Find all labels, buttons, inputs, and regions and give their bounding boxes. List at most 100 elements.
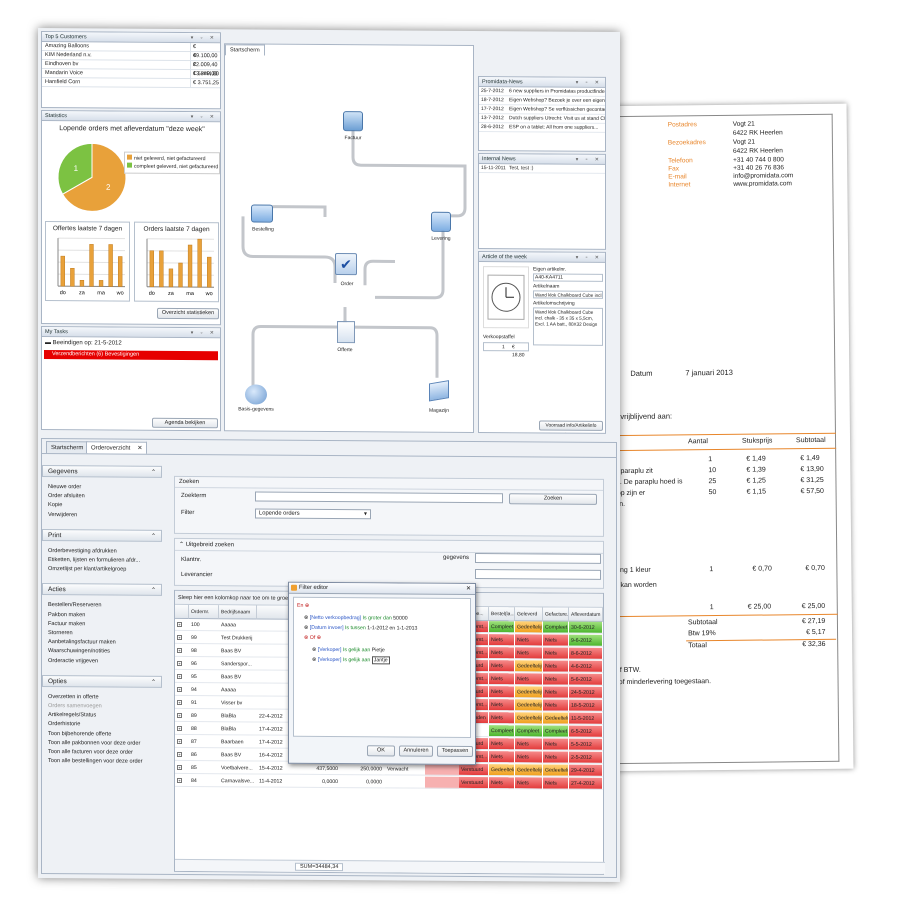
cell-state[interactable]: Niets [543,686,569,699]
cell-state[interactable]: 4-6-2012 [569,660,603,673]
factuur-icon[interactable] [343,111,363,132]
artnr-field[interactable]: A40-KA4711 [533,273,603,282]
cell-state[interactable]: 6-5-2012 [569,725,603,738]
cell-state[interactable]: Niets [543,751,569,764]
value[interactable]: 1-1-2013 [396,625,418,632]
cell-state[interactable]: Gedeeltelijk [515,712,543,725]
cell-ordernr[interactable]: 91 [189,697,219,710]
filter-select[interactable]: Lopende orders ▼ [255,508,371,520]
cell-state[interactable]: Compleet [543,725,569,738]
add-icon[interactable]: ⊕ [316,634,322,641]
cell-state[interactable]: Niets [543,660,569,673]
sidebar-group-print[interactable]: Print ⌃ [42,528,162,542]
cell-state[interactable]: Niets [489,777,515,790]
extra-input[interactable] [475,569,601,580]
cell-state[interactable]: Niets [515,634,543,647]
condition-3[interactable]: ⊗ [Verkoper] Is gelijk aan Pietje [312,646,385,655]
sidebar-action[interactable]: Orderhistorie [48,721,81,728]
cell-ordernr[interactable]: 96 [189,658,219,671]
collapse-icon[interactable]: ▬ [45,340,53,347]
cell-state[interactable]: Gedeeltelijk [515,764,543,777]
row-expand[interactable]: + [175,631,189,645]
gegevens-input[interactable] [475,553,601,564]
cell-state[interactable]: 30-6-2012 [569,621,603,634]
cell-state[interactable]: Compleet [489,725,515,738]
cell-bedrijfsnaam[interactable]: BlaBla [219,710,257,723]
cell-state[interactable]: Niets [543,699,569,712]
sidebar-action[interactable]: Toon bijbehorende offerte [48,730,112,738]
cell-ordernr[interactable]: 98 [189,645,219,658]
panel-window-controls[interactable]: ▾ ▫ ✕ [575,156,602,163]
column-header[interactable]: Ordernr. [189,605,219,620]
sidebar-action[interactable]: Kopie [48,502,63,509]
cell-ordernr[interactable]: 94 [189,684,219,697]
cell-bedrijfsnaam[interactable]: Baas BV [219,749,257,762]
cell-state[interactable]: Gedeeltelijk [515,699,543,712]
row-expand[interactable]: + [175,644,189,658]
cell-bedrijfsnaam[interactable]: BlaBla [219,723,257,736]
sidebar-action[interactable]: Bestellen/Reserveren [48,602,102,609]
cell-state[interactable]: 9-6-2012 [569,634,603,647]
cell-state[interactable]: Niets [489,673,515,686]
agenda-bekijken-button[interactable]: Agenda bekijken [152,417,218,429]
sidebar-group-acties[interactable]: Acties ⌃ [42,583,162,597]
cell-state[interactable]: Niets [543,673,569,686]
cell-state[interactable]: Niets [515,673,543,686]
sidebar-action[interactable]: Overzetten in offerte [48,693,99,701]
cell-ordernr[interactable]: 99 [189,632,219,645]
cell-ordernr[interactable]: 85 [189,762,219,775]
cell-date[interactable]: 11-4-2012 [257,775,297,788]
column-header[interactable]: Bedrijfsnaam [219,605,257,620]
offerte-document-icon[interactable] [337,321,355,344]
sidebar-action[interactable]: Pakbon maken [48,611,86,618]
levering-icon[interactable] [431,211,451,232]
cell-bedrijfsnaam[interactable]: Aaaaa [219,684,257,697]
cell-amount[interactable]: 0,0000 [341,776,385,789]
sidebar-action[interactable]: Verwijderen [48,511,78,518]
cell-ordernr[interactable]: 87 [189,736,219,749]
column-header[interactable]: Bestel(la... [489,607,515,622]
sidebar-group-gegevens[interactable]: Gegevens ⌃ [42,464,162,478]
sidebar-action[interactable]: Orderbevestiging afdrukken [48,547,117,555]
cell-bedrijfsnaam[interactable]: Baarbaen [219,736,257,749]
row-expand[interactable]: + [175,618,189,632]
sidebar-group-opties[interactable]: Opties ⌃ [42,674,162,688]
field[interactable]: [Verkoper] [317,656,342,664]
cell-status[interactable] [385,776,425,789]
cell-state[interactable]: Niets [515,738,543,751]
expand-icon[interactable]: + [177,700,182,706]
expand-icon[interactable]: + [177,778,182,784]
cell-state[interactable]: Niets [489,634,515,647]
sidebar-action[interactable]: Nieuwe order [48,484,82,491]
row-expand[interactable]: + [175,735,189,749]
cell-ordernr[interactable]: 95 [189,671,219,684]
tab-startscherm[interactable]: Startscherm [46,441,89,454]
operator[interactable]: Is tussen [344,625,366,632]
cell-bedrijfsnaam[interactable]: Sanderspor... [219,658,257,671]
filter-group-or[interactable]: ⊗ Of ⊕ [304,634,321,642]
condition-2[interactable]: ⊗ [Datum invoer] Is tussen 1-1-2012 en 1… [304,624,417,633]
expand-icon[interactable]: + [177,648,182,654]
row-expand[interactable]: + [175,657,189,671]
operator[interactable]: Is gelijk aan [342,657,371,664]
panel-window-controls[interactable]: ▾ ▫ ✕ [575,79,602,86]
cell-bedrijfsnaam[interactable]: Visser bv [219,697,257,710]
row-expand[interactable]: + [175,670,189,684]
operator[interactable]: Is groter dan [362,615,392,622]
cell-state[interactable]: Niets [515,777,543,790]
sidebar-action[interactable]: Aanbetalingsfactuur maken [48,639,116,646]
sidebar-action[interactable]: Waarschuwingen/notities [48,648,110,655]
cell-state[interactable]: Niets [489,647,515,660]
expand-icon[interactable]: + [177,752,182,758]
cell-state[interactable]: 29-4-2012 [569,764,603,777]
chevron-up-icon[interactable]: ⌃ [150,469,156,476]
tab-startscherm-top[interactable]: Startscherm [225,44,265,56]
cell-state[interactable]: Niets [489,738,515,751]
cell-state[interactable]: Niets [543,647,569,660]
row-expand[interactable]: + [175,761,189,775]
toepassen-button[interactable]: Toepassen [437,745,473,758]
cell-state[interactable]: Gedeeltelijk [515,621,543,634]
cell-state[interactable]: Niets [489,712,515,725]
voorraad-info-button[interactable]: Voorraad info/Artikelinfo tonen [539,420,603,434]
filter-root-and[interactable]: En ⊕ [297,602,309,610]
